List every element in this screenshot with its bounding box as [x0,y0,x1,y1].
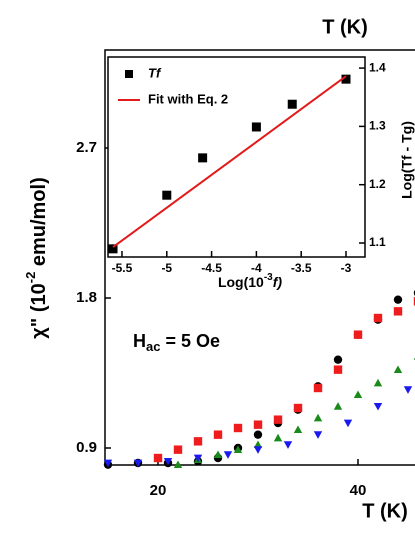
y-tick-label: 0.9 [76,439,97,456]
data-point [253,440,263,449]
data-point [373,378,383,387]
data-point [313,413,323,422]
x-axis-label: T (K) [362,500,408,522]
data-point [393,365,403,374]
data-point [287,99,297,109]
data-point [163,457,173,466]
x-tick-label: -4 [251,261,262,275]
data-point [293,403,303,413]
data-point [403,386,413,394]
x-tick-label: -4.5 [201,261,222,275]
y-axis-label: χ" (10-2 emu/mol) [23,177,50,338]
legend-label: Tf [148,65,162,80]
data-point [162,190,172,200]
data-point [313,383,323,393]
data-point [341,74,351,84]
data-point [373,402,383,411]
y-tick-label: 1.3 [369,119,386,133]
data-point [193,437,203,446]
x-tick-label: -3 [341,261,352,275]
data-point [173,445,183,454]
data-point [333,365,343,374]
data-point [108,244,118,254]
data-point [223,451,233,459]
data-point [293,425,303,434]
y-tick-label: 1.2 [369,177,386,191]
top-axis-label: T (K) [322,16,368,38]
data-point [213,450,223,459]
data-point [253,446,263,454]
data-point [283,441,293,449]
data-point [333,355,343,364]
data-point [251,122,261,132]
data-point [273,415,283,424]
data-point [198,153,208,163]
legend-label: Fit with Eq. 2 [148,91,228,106]
data-point [333,402,343,410]
plot-frame [104,49,415,466]
data-point [153,453,163,463]
data-point [373,313,383,323]
y-tick-label: 1.8 [76,289,97,306]
inset-y-label: Log(Tf - Tg) [399,121,415,199]
data-point [103,459,113,468]
data-point [343,419,353,428]
data-point [125,70,133,78]
inset-x-label: Log(10-3f) [218,272,282,290]
x-tick-label: 40 [350,482,367,499]
data-point [253,420,263,429]
data-point [193,454,203,463]
x-tick-label: -3.5 [291,261,312,275]
x-tick-label: -5.5 [112,261,133,275]
fit-line [112,75,347,248]
data-point [233,423,243,433]
y-tick-label: 1.4 [369,60,386,74]
data-point [173,460,183,469]
y-tick-label: 1.1 [369,235,386,249]
data-point [393,295,403,304]
data-point [233,445,243,454]
data-point [353,390,363,399]
data-point [353,330,363,339]
data-point [253,430,263,439]
data-point [313,431,323,439]
annotation: Hac = 5 Oe [133,331,220,355]
data-point [133,459,143,468]
x-tick-label: -5 [161,261,172,275]
data-point [413,297,415,306]
y-tick-label: 2.7 [76,139,97,156]
data-point [213,430,223,439]
data-point [393,307,403,316]
x-tick-label: 20 [150,482,167,499]
data-point [273,433,283,442]
